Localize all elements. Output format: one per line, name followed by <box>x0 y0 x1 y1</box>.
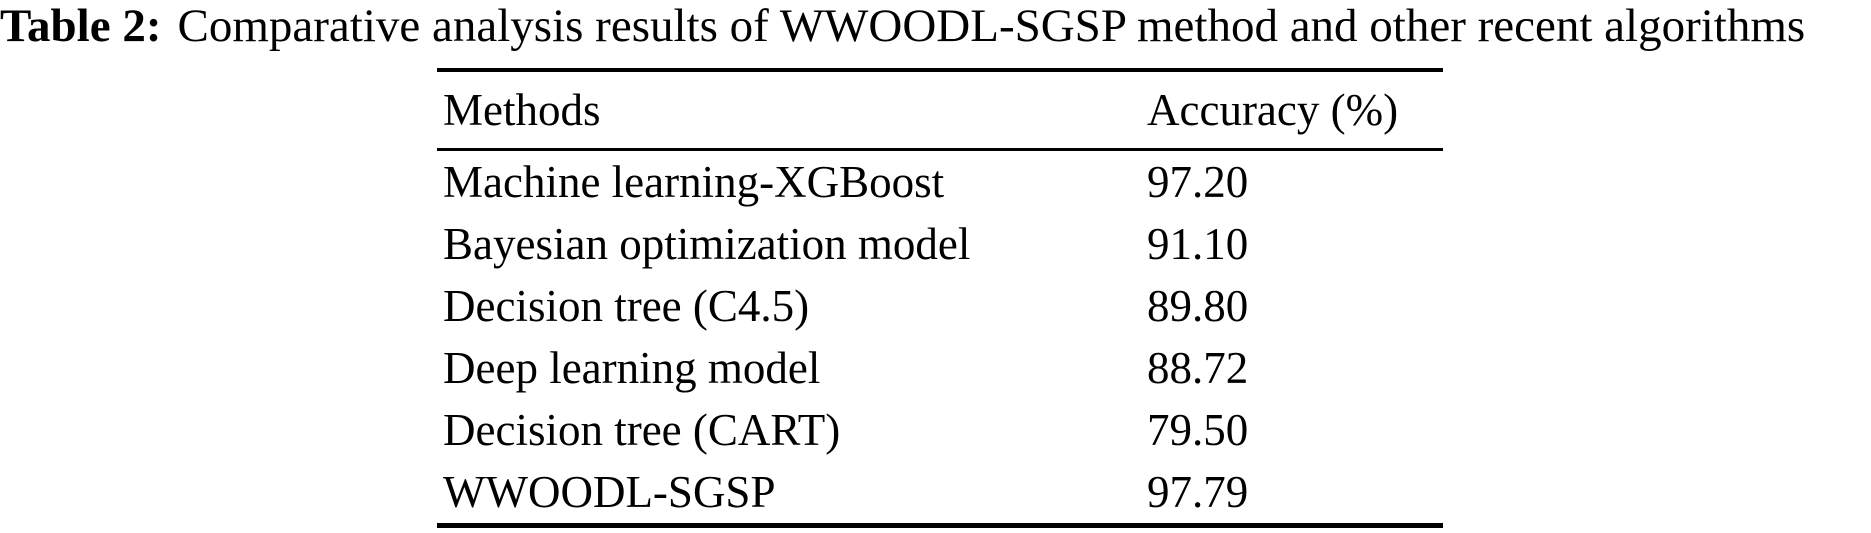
table-caption-label: Table 2: <box>0 0 162 52</box>
table-row: Decision tree (C4.5) 89.80 <box>437 275 1443 337</box>
cell-method: Bayesian optimization model <box>443 219 971 269</box>
cell-method: Deep learning model <box>443 343 821 393</box>
column-header-accuracy: Accuracy (%) <box>1147 85 1399 135</box>
table-row: Decision tree (CART) 79.50 <box>437 399 1443 461</box>
table-body: Machine learning-XGBoost 97.20 Bayesian op… <box>437 151 1443 523</box>
table-caption: Table 2: Comparative analysis results of … <box>0 0 1871 52</box>
cell-accuracy: 97.20 <box>1147 157 1249 207</box>
cell-method: Machine learning-XGBoost <box>443 157 945 207</box>
table-row: WWOODL-SGSP 97.79 <box>437 461 1443 523</box>
cell-accuracy: 91.10 <box>1147 219 1249 269</box>
column-header-methods: Methods <box>443 85 601 135</box>
cell-method: Decision tree (C4.5) <box>443 281 810 331</box>
results-table: Methods Accuracy (%) Machine learning-XG… <box>437 68 1443 528</box>
cell-method: WWOODL-SGSP <box>443 467 776 517</box>
table-row: Bayesian optimization model 91.10 <box>437 213 1443 275</box>
cell-method: Decision tree (CART) <box>443 405 841 455</box>
cell-accuracy: 89.80 <box>1147 281 1249 331</box>
cell-accuracy: 88.72 <box>1147 343 1249 393</box>
cell-accuracy: 79.50 <box>1147 405 1249 455</box>
table-caption-text: Comparative analysis results of WWOODL-S… <box>177 0 1806 52</box>
table-header-row: Methods Accuracy (%) <box>437 72 1443 151</box>
table-row: Machine learning-XGBoost 97.20 <box>437 151 1443 213</box>
cell-accuracy: 97.79 <box>1147 467 1249 517</box>
table-row: Deep learning model 88.72 <box>437 337 1443 399</box>
